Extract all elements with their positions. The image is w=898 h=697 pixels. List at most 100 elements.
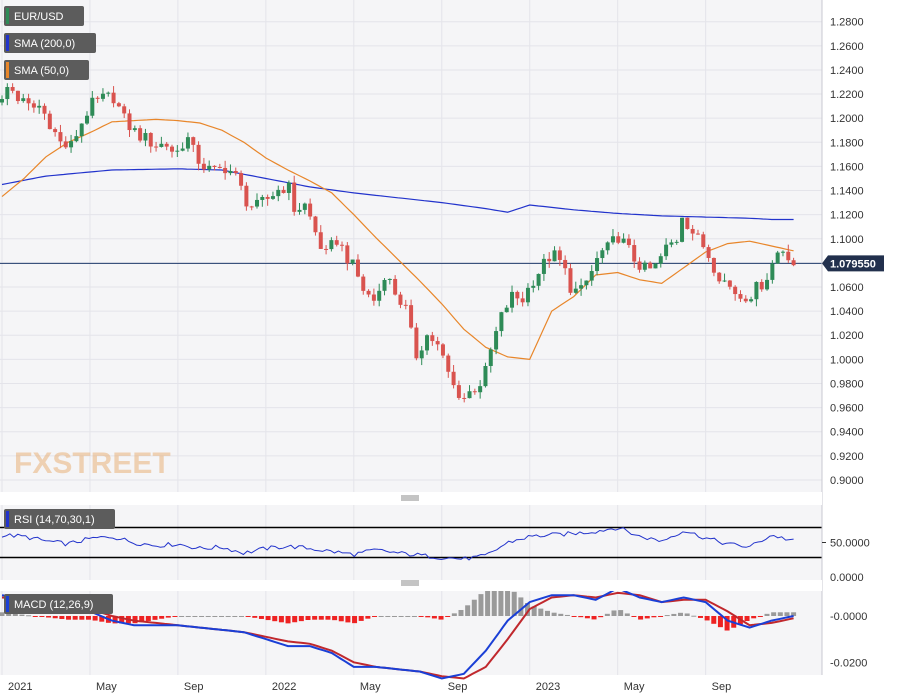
candle-body [765, 279, 770, 290]
candle-body [494, 331, 499, 350]
candle-body [440, 344, 445, 356]
macd-histogram-bar [564, 614, 570, 616]
candle-body [58, 132, 63, 142]
macd-histogram-bar [724, 615, 730, 631]
macd-histogram-bar [225, 615, 231, 617]
macd-histogram-bar [119, 615, 125, 624]
macd-histogram-bar [26, 615, 32, 617]
macd-histogram-bar [638, 615, 644, 620]
macd-histogram-bar [59, 615, 65, 620]
legend-sma50[interactable]: SMA (50,0) [4, 60, 89, 80]
macd-histogram-bar [445, 615, 451, 617]
candle-body [467, 391, 472, 399]
macd-histogram-bar [292, 615, 298, 623]
candle-body [743, 298, 748, 302]
macd-histogram-bar [697, 615, 703, 618]
price-tick-label: 1.1800 [830, 137, 864, 149]
macd-histogram-bar [338, 615, 344, 622]
macd-histogram-bar [165, 615, 171, 618]
candle-body [111, 92, 116, 104]
macd-histogram-bar [411, 615, 417, 617]
price-tick-label: 0.9200 [830, 451, 864, 463]
candle-body [525, 287, 530, 303]
macd-histogram-bar [418, 615, 424, 617]
candle-body [355, 259, 360, 277]
macd-histogram-bar [618, 610, 624, 616]
candle-body [462, 397, 467, 399]
candle-body [409, 305, 414, 328]
macd-histogram-bar [538, 608, 544, 616]
drag-handle-icon[interactable] [401, 495, 419, 501]
macd-histogram-bar [132, 615, 138, 624]
candle-body [69, 141, 74, 148]
candle-body [584, 280, 589, 286]
macd-line [1, 587, 794, 680]
candle-body [695, 233, 700, 235]
legend-macd[interactable]: MACD (12,26,9) [4, 594, 113, 614]
drag-handle-icon[interactable] [401, 580, 419, 586]
candle-body [79, 123, 84, 137]
candle-body [701, 234, 706, 248]
date-tick-label: 2023 [536, 681, 560, 693]
candle-body [499, 312, 504, 332]
macd-histogram-bar [298, 615, 304, 622]
legend-sma200[interactable]: SMA (200,0) [4, 33, 96, 53]
macd-histogram-bar [611, 610, 617, 616]
candle-body [488, 349, 493, 367]
candle-body [90, 97, 95, 116]
candle-body [191, 137, 196, 145]
candle-body [653, 263, 658, 269]
rsi-lines [0, 526, 822, 561]
candle-body [196, 144, 201, 164]
candle-body [680, 217, 685, 242]
candle-body [164, 143, 169, 147]
macd-tick-label: -0.0200 [830, 657, 867, 669]
macd-histogram-bar [744, 615, 750, 622]
candle-body [286, 182, 291, 193]
macd-histogram-bar [159, 615, 165, 619]
legend-eurusd[interactable]: EUR/USD [4, 6, 84, 26]
candle-body [520, 298, 525, 303]
macd-histogram-bar [691, 615, 697, 617]
candle-body [706, 247, 711, 258]
candle-body [414, 327, 419, 359]
candle-body [233, 171, 238, 174]
price-tick-label: 0.9600 [830, 403, 864, 415]
candle-body [249, 206, 254, 208]
macd-histogram-bar [332, 615, 338, 621]
macd-histogram-bar [378, 615, 384, 617]
candle-body [122, 106, 127, 114]
candle-body [292, 182, 297, 212]
macd-histogram-bar [505, 586, 511, 616]
macd-histogram-bar [352, 615, 358, 624]
candle-body [595, 258, 600, 272]
candle-body [435, 341, 440, 345]
rsi-panel [0, 505, 822, 580]
candle-body [626, 238, 631, 246]
macd-tick-label: -0.0000 [830, 611, 867, 623]
candle-body [648, 262, 653, 269]
macd-histogram-bar [372, 615, 378, 617]
macd-histogram-bar [658, 615, 664, 617]
macd-histogram-bar [32, 615, 38, 617]
legend-sma50-label: SMA (50,0) [14, 65, 69, 77]
candle-body [302, 203, 307, 210]
legend-rsi[interactable]: RSI (14,70,30,1) [4, 509, 115, 529]
candle-body [610, 236, 615, 243]
candle-body [589, 271, 594, 281]
candle-body [552, 250, 557, 262]
macd-histogram-bar [704, 615, 710, 621]
candle-body [15, 90, 20, 102]
macd-histogram-bar [325, 615, 331, 620]
candle-body [10, 87, 15, 91]
candle-body [371, 294, 376, 301]
candle-body [749, 299, 754, 302]
current-price-tag: 1.079550 [822, 255, 884, 272]
macd-histogram-bar [717, 615, 723, 628]
candle-body [722, 280, 727, 282]
candle-body [425, 335, 430, 351]
macd-panel [0, 591, 822, 675]
candle-body [313, 216, 318, 233]
macd-histogram-bar [99, 615, 105, 622]
candle-body [531, 285, 536, 288]
